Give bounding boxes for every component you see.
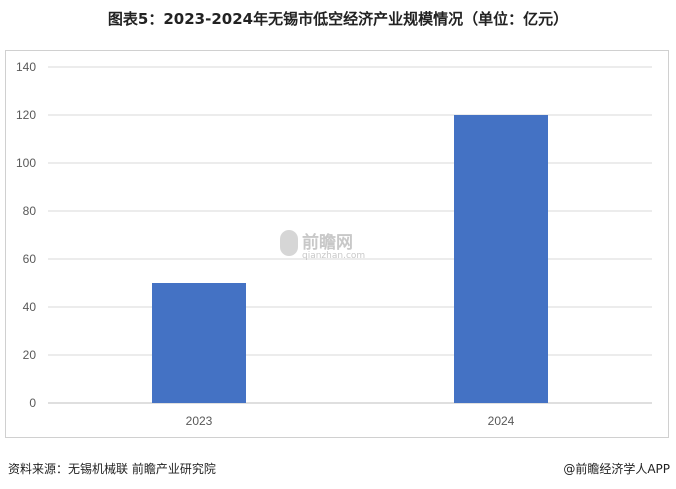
watermark-name: 前瞻网 xyxy=(302,233,353,253)
x-tick-label: 2023 xyxy=(186,414,213,428)
y-tick-label: 100 xyxy=(16,156,36,170)
chart-frame xyxy=(5,50,669,438)
y-tick-label: 120 xyxy=(16,108,36,122)
y-tick-label: 40 xyxy=(23,300,37,314)
bar-2024 xyxy=(454,115,548,403)
y-tick-label: 20 xyxy=(23,348,37,362)
watermark-logo: 前瞻网 qianzhan.com xyxy=(280,228,365,261)
source-note: 资料来源：无锡机械联 前瞻产业研究院 xyxy=(8,462,216,476)
y-tick-label: 140 xyxy=(16,60,36,74)
x-tick-label: 2024 xyxy=(488,414,515,428)
chart-title: 图表5：2023-2024年无锡市低空经济产业规模情况（单位：亿元） xyxy=(107,10,569,28)
logo-icon xyxy=(280,230,298,256)
watermark-url: qianzhan.com xyxy=(302,251,366,261)
y-tick-label: 60 xyxy=(23,252,37,266)
bar-2023 xyxy=(152,283,246,403)
y-tick-label: 0 xyxy=(29,396,36,410)
y-tick-label: 80 xyxy=(23,204,37,218)
brand-credit: @前瞻经济学人APP xyxy=(563,462,670,476)
